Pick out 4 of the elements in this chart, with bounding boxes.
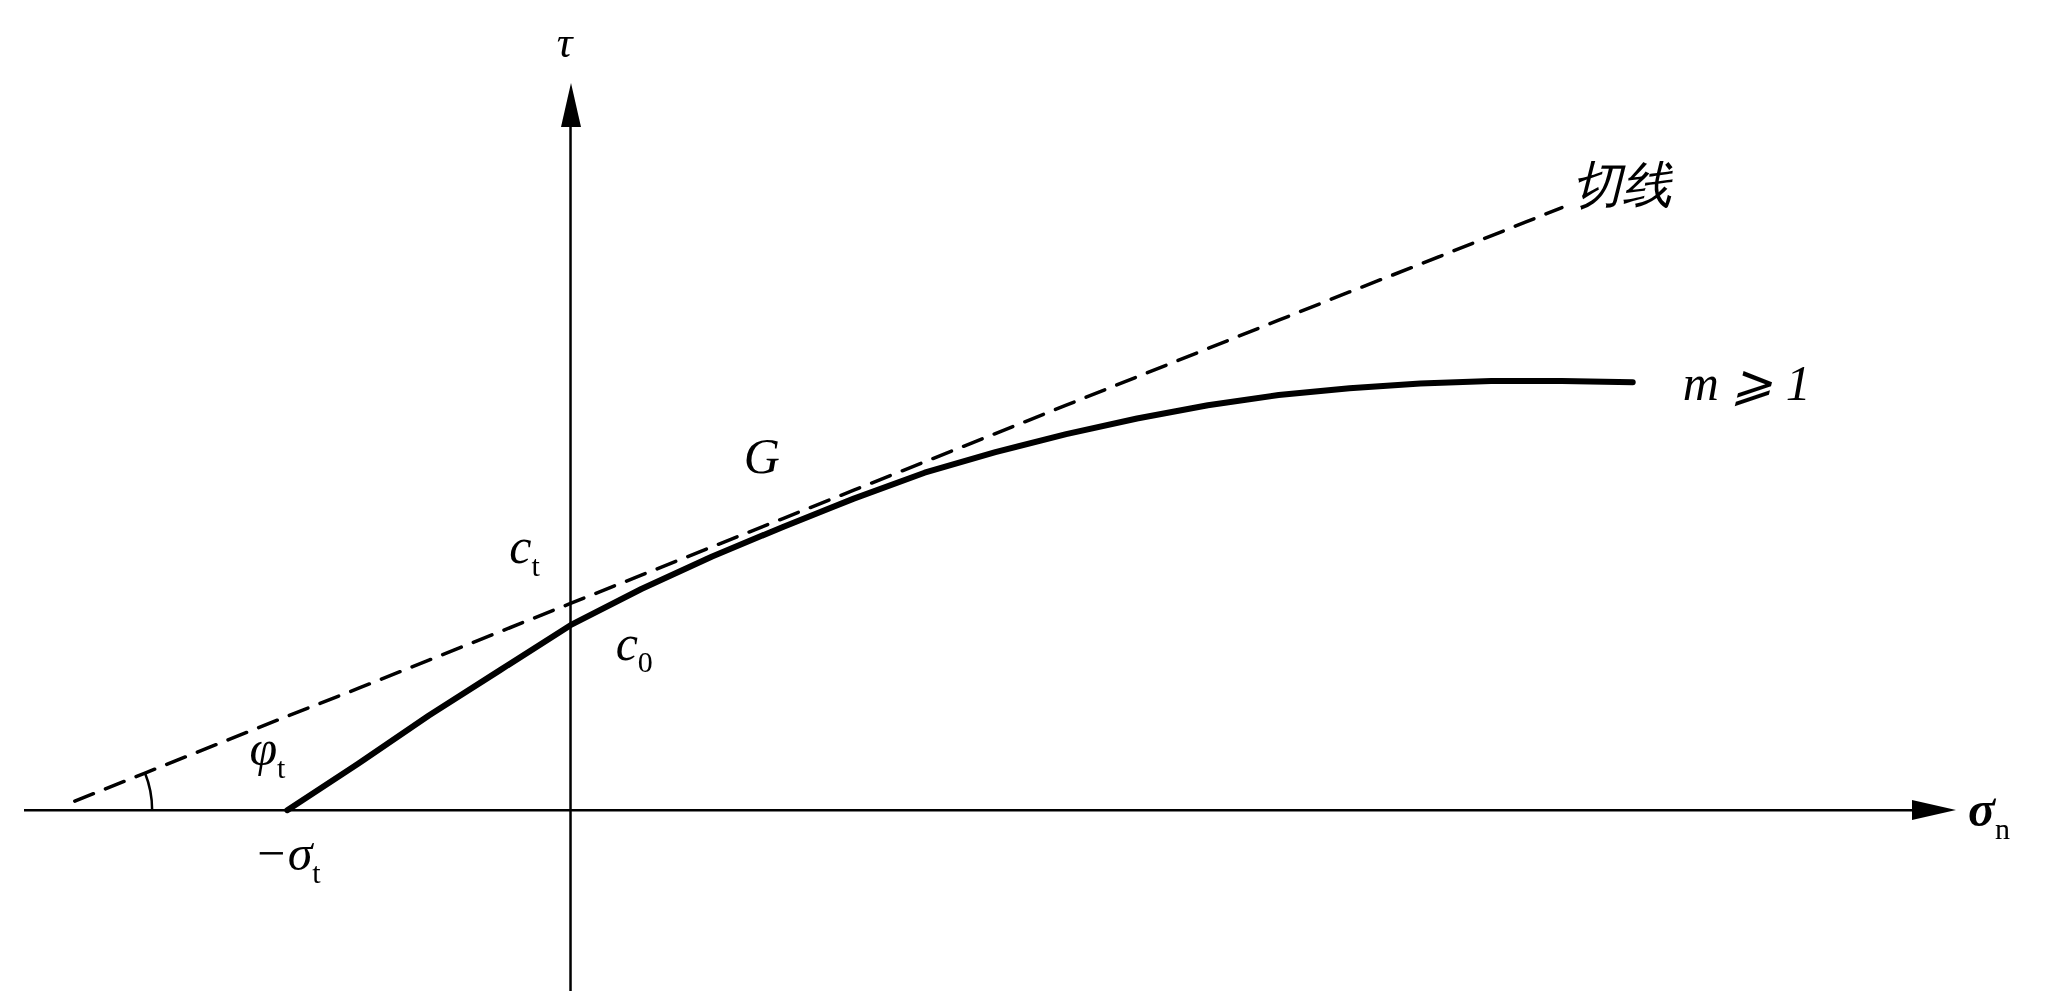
y-axis-title: τ	[556, 18, 575, 67]
series-label: m ⩾ 1	[1682, 355, 1811, 412]
series-label: 切线	[1571, 156, 1673, 213]
annotation: G	[743, 427, 780, 484]
